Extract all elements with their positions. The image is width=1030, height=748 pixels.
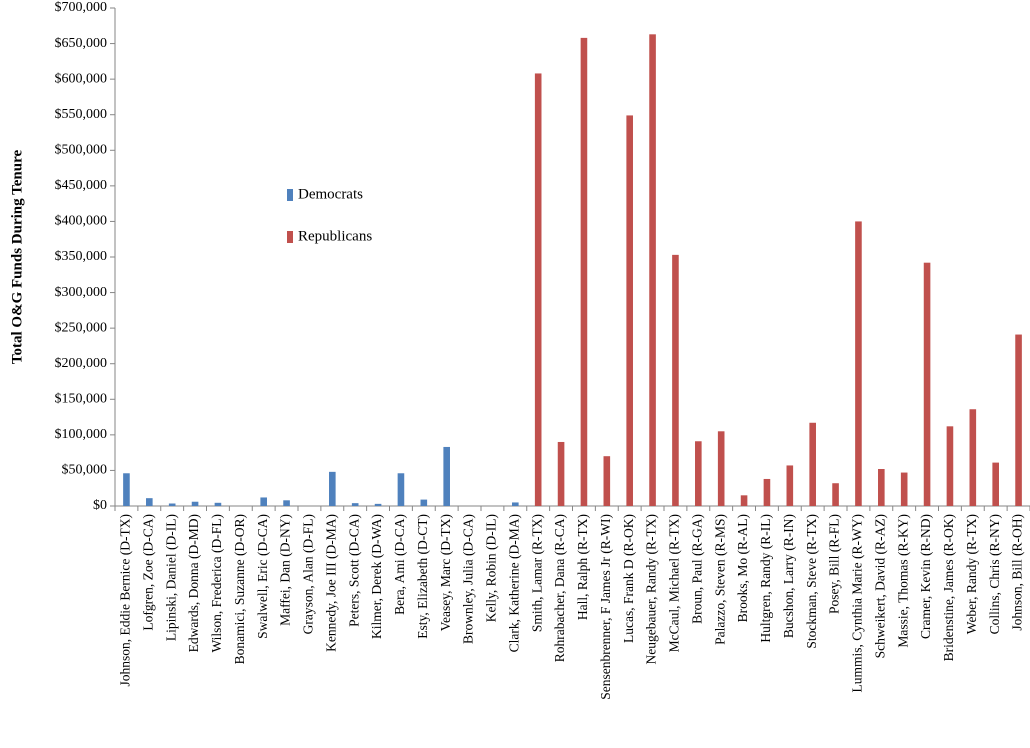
legend-label: Republicans <box>298 228 372 244</box>
x-tick-label: Swalwell, Eric (D-CA) <box>255 514 270 639</box>
bar <box>672 254 679 506</box>
x-tick-label: McCaul, Michael (R-TX) <box>667 514 682 652</box>
x-tick-label: Posey, Bill (R-FL) <box>827 514 842 614</box>
x-tick-label: Johnson, Bill (R-OH) <box>1010 514 1025 631</box>
bar <box>191 501 199 506</box>
y-tick-label: $100,000 <box>55 427 108 442</box>
bar <box>992 462 999 506</box>
bar <box>763 478 771 506</box>
y-tick-label: $500,000 <box>55 143 108 158</box>
bar <box>397 473 405 506</box>
bar <box>626 115 633 506</box>
x-tick-label: Broun, Paul (R-GA) <box>689 514 704 624</box>
y-tick-label: $550,000 <box>55 107 108 122</box>
x-tick-label: Collins, Chris (R-NY) <box>987 514 1002 634</box>
x-tick-label: Edwards, Donna (D-MD) <box>186 514 201 652</box>
x-tick-label: Peters, Scott (D-CA) <box>346 514 361 627</box>
y-tick-label: $350,000 <box>55 249 108 264</box>
x-tick-label: Massie, Thomas (R-KY) <box>895 514 910 648</box>
bar <box>146 498 153 506</box>
x-tick-label: Neugebauer, Randy (R-TX) <box>644 514 659 665</box>
bar <box>878 469 885 506</box>
x-tick-label: Brownley, Julia (D-CA) <box>461 514 476 644</box>
bar <box>580 37 588 506</box>
x-tick-label: Lipinski, Daniel (D-IL) <box>163 514 178 641</box>
bar <box>649 34 656 507</box>
bar <box>695 441 702 506</box>
x-tick-label: Clark, Katherine (D-MA) <box>506 514 521 652</box>
bar <box>946 426 954 506</box>
y-axis-title: Total O&G Funds During Tenure <box>9 150 25 365</box>
x-tick-label: Johnson, Eddie Bernice (D-TX) <box>118 514 133 686</box>
bar <box>443 446 450 506</box>
x-tick-label: Bera, Ami (D-CA) <box>392 514 407 615</box>
y-tick-label: $300,000 <box>55 285 108 300</box>
x-tick-label: Bucshon, Larry (R-IN) <box>781 514 796 638</box>
x-tick-label: Sensenbrenner, F James Jr (R-WI) <box>598 514 613 700</box>
y-tick-label: $700,000 <box>55 0 108 15</box>
x-tick-label: Brooks, Mo (R-AL) <box>735 514 750 622</box>
legend-swatch <box>287 189 293 201</box>
x-tick-label: Kelly, Robin (D-IL) <box>484 514 499 622</box>
bar <box>214 502 222 506</box>
x-tick-label: Veasey, Marc (D-TX) <box>438 514 453 631</box>
x-tick-label: Kilmer, Derek (D-WA) <box>369 514 384 639</box>
bar <box>740 495 748 506</box>
x-tick-label: Lucas, Frank D (R-OK) <box>621 514 636 643</box>
x-tick-label: Lummis, Cynthia Marie (R-WY) <box>850 514 865 692</box>
y-tick-label: $150,000 <box>55 392 108 407</box>
bar <box>420 499 428 506</box>
bar <box>855 221 862 506</box>
bar <box>603 456 611 506</box>
y-tick-label: $250,000 <box>55 320 108 335</box>
y-tick-label: $400,000 <box>55 214 108 229</box>
x-tick-label: Lofgren, Zoe (D-CA) <box>140 514 155 631</box>
legend-label: Democrats <box>298 186 363 202</box>
bar <box>329 471 336 506</box>
x-tick-label: Cramer, Kevin (R-ND) <box>918 514 933 639</box>
x-tick-label: Palazzo, Steven (R-MS) <box>712 514 727 645</box>
bar <box>374 503 382 506</box>
y-tick-label: $50,000 <box>62 463 108 478</box>
bar <box>351 503 359 506</box>
bar <box>283 500 290 506</box>
x-tick-label: Rohrabacher, Dana (R-CA) <box>552 514 567 662</box>
bar <box>168 503 176 506</box>
bar <box>786 465 794 506</box>
x-tick-label: Bridenstine, James (R-OK) <box>941 514 956 661</box>
bar <box>969 409 977 506</box>
x-tick-label: Hall, Ralph (R-TX) <box>575 514 590 620</box>
x-tick-label: Maffei, Dan (D-NY) <box>278 514 293 626</box>
x-tick-label: Kennedy, Joe III (D-MA) <box>323 514 338 652</box>
bar <box>900 472 908 506</box>
bar <box>923 262 931 506</box>
bar <box>809 422 816 506</box>
y-tick-label: $0 <box>93 498 107 513</box>
x-tick-label: Stockman, Steve (R-TX) <box>804 514 819 649</box>
x-tick-label: Smith, Lamar (R-TX) <box>529 514 544 632</box>
x-tick-label: Schweikert, David (R-AZ) <box>872 514 887 658</box>
bar <box>512 502 519 506</box>
x-tick-label: Hultgren, Randy (R-IL) <box>758 514 773 643</box>
bar <box>534 73 542 507</box>
x-tick-label: Weber, Randy (R-TX) <box>964 514 979 634</box>
bar <box>1015 334 1022 506</box>
x-tick-label: Wilson, Frederica (D-FL) <box>209 514 224 653</box>
x-tick-label: Bonamici, Suzanne (D-OR) <box>232 514 247 664</box>
y-tick-label: $600,000 <box>55 71 108 86</box>
bar <box>260 497 267 506</box>
bar <box>832 483 839 506</box>
y-tick-label: $650,000 <box>55 36 108 51</box>
legend-swatch <box>287 231 293 243</box>
y-tick-label: $200,000 <box>55 356 108 371</box>
x-tick-label: Esty, Elizabeth (D-CT) <box>415 514 430 639</box>
bar <box>557 441 565 506</box>
bar <box>717 431 725 506</box>
y-tick-label: $450,000 <box>55 178 108 193</box>
bar <box>123 473 130 506</box>
x-tick-label: Grayson, Alan (D-FL) <box>301 514 316 634</box>
